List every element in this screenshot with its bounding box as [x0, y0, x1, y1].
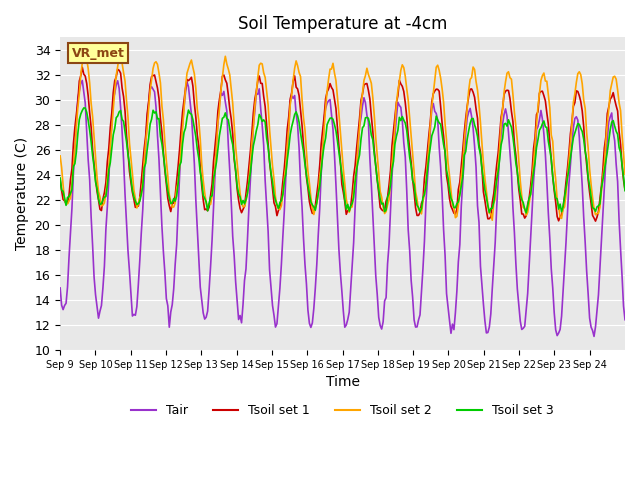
Tsoil set 3 — [546, 147, 554, 153]
Tsoil set 2 — [488, 217, 496, 223]
Tsoil set 1 — [621, 187, 629, 193]
Tair — [590, 334, 598, 339]
Legend: Tair, Tsoil set 1, Tsoil set 2, Tsoil set 3: Tair, Tsoil set 1, Tsoil set 2, Tsoil se… — [127, 399, 559, 422]
Tair — [76, 88, 83, 94]
Tsoil set 1 — [56, 177, 64, 182]
Tsoil set 3 — [76, 117, 83, 122]
Tsoil set 1 — [460, 130, 468, 135]
Tsoil set 3 — [95, 196, 102, 202]
Tair — [621, 317, 629, 323]
Tsoil set 3 — [80, 105, 88, 111]
Line: Tsoil set 1: Tsoil set 1 — [60, 67, 625, 221]
Title: Soil Temperature at -4cm: Soil Temperature at -4cm — [238, 15, 447, 33]
Tsoil set 1 — [620, 177, 627, 183]
Tsoil set 1 — [95, 197, 102, 203]
Tsoil set 3 — [348, 201, 356, 206]
Line: Tsoil set 3: Tsoil set 3 — [60, 108, 625, 213]
Tair — [56, 285, 64, 291]
Tsoil set 2 — [348, 204, 356, 210]
Tsoil set 1 — [348, 191, 356, 196]
Tsoil set 1 — [76, 78, 83, 84]
Tsoil set 2 — [621, 172, 629, 178]
Text: VR_met: VR_met — [72, 47, 124, 60]
Tsoil set 3 — [620, 174, 627, 180]
Tsoil set 3 — [621, 188, 629, 193]
Tsoil set 2 — [460, 139, 468, 144]
Line: Tsoil set 2: Tsoil set 2 — [60, 54, 625, 220]
Tair — [460, 156, 468, 162]
Tair — [620, 303, 627, 309]
Y-axis label: Temperature (C): Temperature (C) — [15, 137, 29, 250]
Tsoil set 2 — [81, 51, 89, 57]
Tsoil set 2 — [56, 153, 64, 159]
Tsoil set 3 — [56, 175, 64, 181]
Tair — [79, 78, 86, 84]
Tair — [545, 210, 552, 216]
Tsoil set 2 — [546, 105, 554, 111]
Tsoil set 1 — [591, 218, 599, 224]
Tsoil set 2 — [620, 150, 627, 156]
X-axis label: Time: Time — [326, 375, 360, 389]
Tsoil set 2 — [95, 189, 102, 194]
Tsoil set 3 — [522, 210, 530, 216]
Tsoil set 1 — [545, 121, 552, 127]
Line: Tair: Tair — [60, 81, 625, 336]
Tsoil set 3 — [460, 152, 468, 158]
Tsoil set 2 — [76, 91, 83, 96]
Tsoil set 1 — [79, 64, 86, 70]
Tair — [95, 315, 102, 321]
Tair — [348, 263, 356, 269]
